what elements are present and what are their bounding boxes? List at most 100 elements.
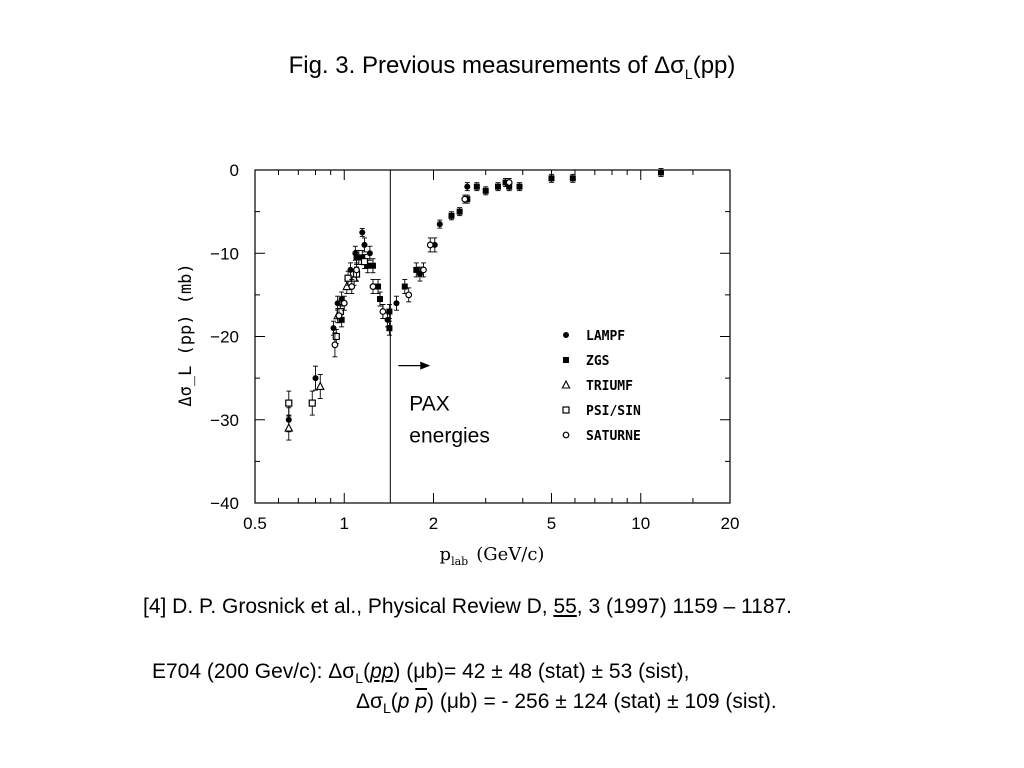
pax-label-line2: energies — [409, 425, 490, 448]
e704-paren-2: ( — [390, 690, 398, 713]
x-tick-label: 10 — [631, 514, 650, 533]
e704-pp: pp — [370, 660, 394, 683]
data-point-zgs — [473, 183, 480, 190]
data-point-zgs — [494, 183, 501, 190]
data-point-zgs — [502, 179, 509, 186]
data-point-saturne — [331, 341, 339, 349]
data-point-saturne — [340, 299, 348, 307]
data-point-psisin — [285, 399, 293, 407]
data-point-saturne — [353, 266, 360, 274]
title-symbol: Δσ — [654, 52, 685, 79]
pax-arrow-head — [420, 361, 431, 370]
title-suffix: (pp) — [692, 52, 736, 79]
y-tick-label: −30 — [210, 411, 239, 430]
x-tick-label: 2 — [429, 514, 438, 533]
data-point-zgs — [386, 308, 393, 315]
data-point-saturne — [426, 241, 434, 249]
data-point-saturne — [405, 291, 413, 299]
e704-symbol: Δσ — [328, 660, 356, 683]
e704-value-pp: ) (μb)= 42 ± 48 (stat) ± 53 (sist), — [393, 660, 690, 683]
title-text: Fig. 3. Previous measurements of — [288, 52, 655, 79]
data-point-lampf — [464, 183, 471, 190]
axes: 0 −10 −20 −30 −400.5 1 2 5 10 20 — [210, 161, 739, 533]
legend-label: SATURNE — [586, 429, 641, 444]
y-tick-label: −20 — [210, 328, 239, 347]
data-point-zgs — [657, 169, 664, 176]
data-point-zgs — [413, 266, 420, 273]
x-axis-label: plab (GeV/c) — [440, 544, 545, 568]
data-point-zgs — [548, 175, 555, 182]
data-point-saturne — [505, 179, 513, 186]
data-point-lampf — [361, 241, 368, 248]
data-point-psisin — [308, 399, 316, 407]
data-point-zgs — [401, 283, 408, 290]
slide-title: Fig. 3. Previous measurements of ΔσL(pp) — [0, 52, 1024, 82]
data-point-lampf — [436, 221, 443, 228]
data-point-zgs — [375, 283, 382, 290]
data-point-lampf — [393, 300, 400, 307]
legend: LAMPF ZGS TRIUMF PSI/SIN SATURNE — [561, 329, 641, 444]
data-point-zgs — [353, 254, 360, 261]
data-point-psisin — [344, 274, 352, 282]
x-tick-label: 20 — [721, 514, 740, 533]
reference-text: [4] D. P. Grosnick et al., Physical Revi… — [143, 595, 554, 618]
e704-pbar: p — [415, 690, 428, 713]
e704-subscript: L — [355, 670, 364, 687]
data-point-saturne — [348, 283, 356, 290]
y-axis-label: Δσ_L (pp) (mb) — [176, 263, 196, 406]
pax-label-line1: PAX — [409, 393, 449, 416]
e704-paren: ( — [363, 660, 371, 683]
data-point-zgs — [377, 296, 384, 303]
legend-marker-psisin — [562, 406, 570, 414]
data-point-psisin — [360, 257, 369, 266]
reference-volume: 55 — [553, 595, 577, 618]
data-point-saturne — [461, 195, 469, 203]
legend-marker-saturne — [562, 431, 570, 439]
data-point-psisin — [332, 332, 340, 341]
data-point-lampf — [330, 325, 337, 332]
legend-marker-triumf — [561, 379, 571, 389]
legend-marker-zgs — [563, 357, 569, 363]
e704-value-ppbar: ) (μb) = - 256 ± 124 (stat) ± 109 (sist) — [427, 690, 771, 713]
data-point-saturne — [420, 266, 427, 274]
legend-label: TRIUMF — [586, 379, 633, 394]
data-point-saturne — [335, 312, 343, 320]
chart: 0 −10 −20 −30 −400.5 1 2 5 10 20 LAMPF ZGS TRIUMF PS… — [176, 161, 739, 568]
e704-subscript-2: L — [383, 700, 391, 717]
e704-p: p — [397, 690, 410, 713]
data-point-lampf — [312, 375, 319, 382]
reference-citation: [4] D. P. Grosnick et al., Physical Revi… — [143, 595, 792, 619]
e704-result-ppbar: ΔσL(p p) (μb) = - 256 ± 124 (stat) ± 109… — [356, 690, 777, 716]
x-axis-label-unit: (GeV/c) — [476, 544, 544, 565]
legend-label: ZGS — [586, 354, 610, 369]
y-tick-label: −40 — [210, 494, 239, 513]
e704-period: . — [770, 690, 777, 713]
data-point-zgs — [369, 262, 376, 269]
data-point-saturne — [379, 308, 387, 315]
e704-symbol-2: Δσ — [356, 690, 383, 713]
legend-label: LAMPF — [586, 329, 625, 344]
x-axis-label-sub: lab — [451, 555, 468, 568]
reference-pages: , 3 (1997) 1159 – 1187. — [576, 595, 793, 618]
data-point-lampf — [366, 250, 373, 257]
data-point-zgs — [456, 208, 463, 215]
x-tick-label: 1 — [340, 514, 349, 533]
data-point-saturne — [369, 283, 377, 290]
title-subscript: L — [684, 65, 693, 82]
data-point-zgs — [482, 187, 489, 194]
data-point-zgs — [448, 212, 455, 219]
data-point-zgs — [386, 325, 393, 332]
plot-frame — [254, 169, 731, 504]
data-point-zgs — [359, 254, 366, 261]
data-point-triumf — [315, 381, 325, 390]
data-point-zgs — [569, 175, 576, 182]
data-point-zgs — [516, 183, 523, 190]
legend-marker-lampf — [563, 332, 569, 338]
data-point-triumf — [284, 422, 294, 432]
e704-result-pp: E704 (200 Gev/c): ΔσL(pp) (μb)= 42 ± 48 … — [152, 660, 689, 686]
y-tick-label: −10 — [210, 244, 239, 263]
x-tick-label: 5 — [547, 514, 556, 533]
y-tick-label: 0 — [230, 161, 239, 180]
data-point-lampf — [359, 229, 366, 236]
x-tick-label: 0.5 — [243, 514, 267, 533]
